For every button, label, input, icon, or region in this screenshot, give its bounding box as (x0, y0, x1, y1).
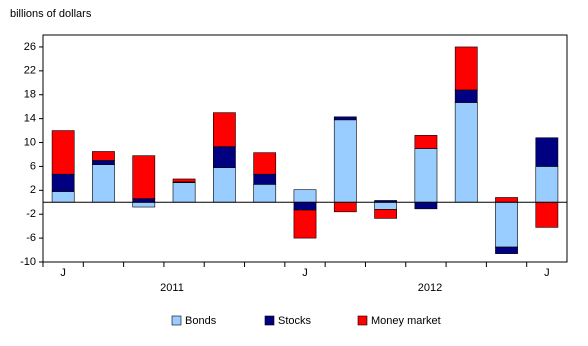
legend-label: Bonds (185, 315, 217, 327)
y-tick-label: 18 (24, 89, 36, 101)
legend-swatch (357, 315, 368, 326)
x-tick-label: J (302, 267, 308, 279)
bar-segment (454, 89, 478, 103)
bar-segment (333, 201, 357, 213)
bar-segment (535, 137, 559, 167)
bar-segment (51, 173, 75, 192)
bar-segment (495, 197, 518, 203)
bar-segment (92, 164, 115, 203)
bar-segment (132, 155, 156, 199)
bar-segment (374, 209, 397, 219)
y-tick-label: -6 (26, 232, 36, 244)
bar-segment (172, 182, 196, 203)
y-axis-label: billions of dollars (10, 8, 92, 20)
bar-segment (333, 116, 357, 121)
bar-segment (213, 146, 236, 168)
bar-segment (132, 201, 156, 208)
plot-frame (42, 34, 568, 263)
x-tick-label: J (544, 267, 550, 279)
bar-segment (293, 201, 317, 211)
bar-segment (132, 198, 156, 203)
y-tick-label: 2 (30, 184, 36, 196)
legend-label: Money market (371, 315, 441, 327)
bar-segment (213, 167, 236, 203)
bar-segment (495, 246, 518, 254)
y-tick-label: 26 (24, 41, 36, 53)
bar-segment (253, 152, 277, 175)
year-label: 2011 (160, 282, 184, 294)
bar-segment (495, 201, 518, 248)
bar-segment (253, 173, 277, 185)
legend-swatch (264, 315, 275, 326)
y-tick-label: 6 (30, 160, 36, 172)
bar-segment (333, 119, 357, 203)
year-label: 2012 (418, 282, 442, 294)
bar-segment (535, 201, 559, 228)
bar-segment (51, 191, 75, 203)
bar-segment (414, 135, 438, 149)
y-tick-label: 14 (24, 113, 36, 125)
bar-segment (92, 151, 115, 161)
bar-segment (535, 166, 559, 203)
bar-segment (374, 201, 397, 210)
legend-label: Stocks (278, 315, 312, 327)
bar-segment (253, 184, 277, 203)
y-tick-label: -2 (26, 208, 36, 220)
bar-segment (454, 46, 478, 91)
y-tick-label: -10 (20, 256, 36, 268)
bar-segment (293, 209, 317, 239)
bar-segment (92, 160, 115, 165)
bar-segment (293, 189, 317, 203)
bar-segment (213, 112, 236, 148)
bar-segment (172, 178, 196, 183)
x-tick-label: J (60, 267, 66, 279)
y-tick-label: 22 (24, 65, 36, 77)
bar-segment (51, 130, 75, 175)
legend-swatch (171, 315, 182, 326)
bar-segment (414, 148, 438, 203)
y-tick-label: 10 (24, 136, 36, 148)
bar-segment (454, 102, 478, 203)
bar-segment (414, 201, 438, 210)
